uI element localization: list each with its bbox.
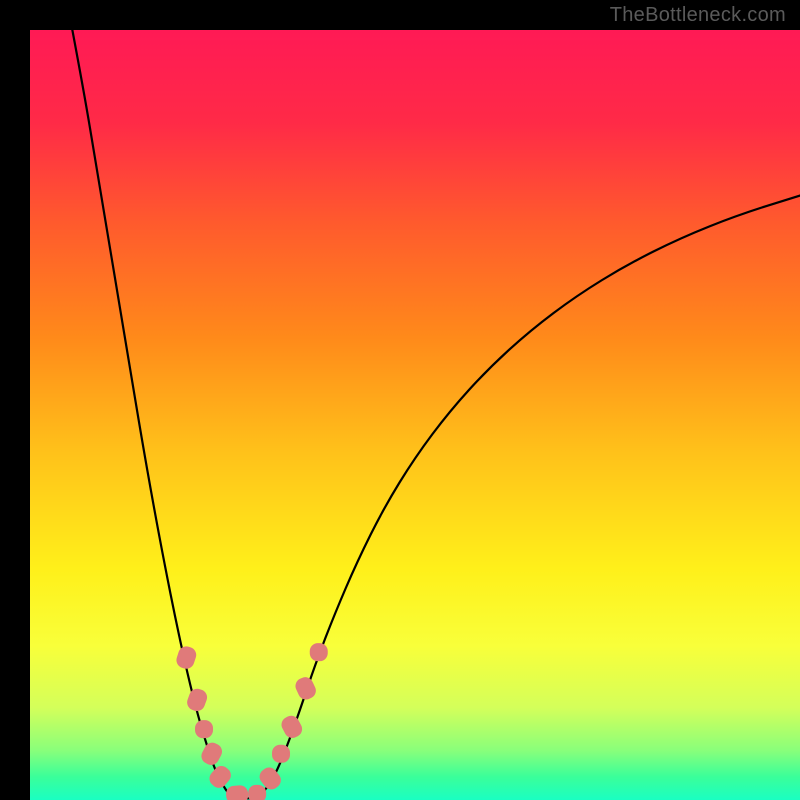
chart-container: TheBottleneck.com [0,0,800,800]
gradient-background [30,30,800,800]
plot-area [30,30,800,800]
marker-point [310,643,328,661]
plot-svg [30,30,800,800]
marker-point [248,785,266,800]
watermark-text: TheBottleneck.com [610,4,786,27]
marker-point [195,720,213,738]
marker-point [272,745,290,763]
